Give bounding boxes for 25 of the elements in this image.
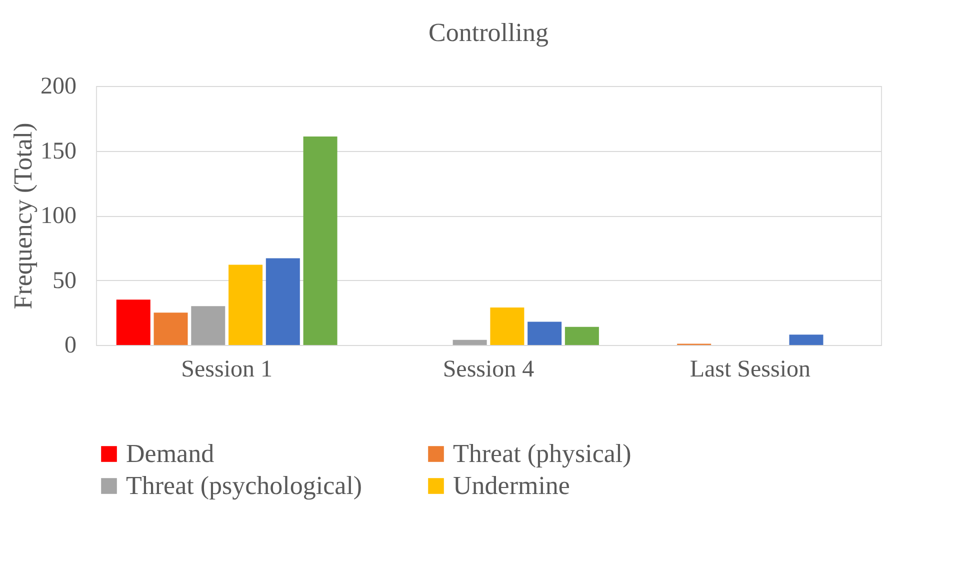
chart-title: Controlling: [428, 18, 548, 47]
bar: [490, 307, 524, 345]
bar: [228, 264, 263, 345]
legend-label: Threat (physical): [453, 439, 632, 468]
y-tick-label: 0: [64, 332, 76, 358]
bar: [266, 258, 300, 345]
bar: [116, 300, 150, 345]
x-tick-label: Session 4: [442, 356, 534, 382]
y-tick-label: 200: [40, 74, 76, 100]
bar: [789, 334, 824, 345]
bar: [452, 340, 487, 345]
y-tick-label: 150: [40, 138, 76, 164]
y-tick-label: 100: [40, 203, 76, 229]
legend-label: Demand: [126, 439, 214, 468]
legend-label: Undermine: [453, 471, 570, 500]
bar: [528, 322, 562, 345]
bar: [191, 306, 226, 345]
bar: [564, 326, 599, 345]
y-tick-label: 50: [52, 268, 76, 294]
y-axis-title: Frequency (Total): [8, 122, 38, 310]
bar: [154, 312, 188, 345]
legend-label: Threat (psychological): [126, 471, 362, 500]
x-tick-label: Last Session: [690, 356, 811, 382]
x-tick-label: Session 1: [181, 356, 273, 382]
bar: [303, 136, 338, 345]
